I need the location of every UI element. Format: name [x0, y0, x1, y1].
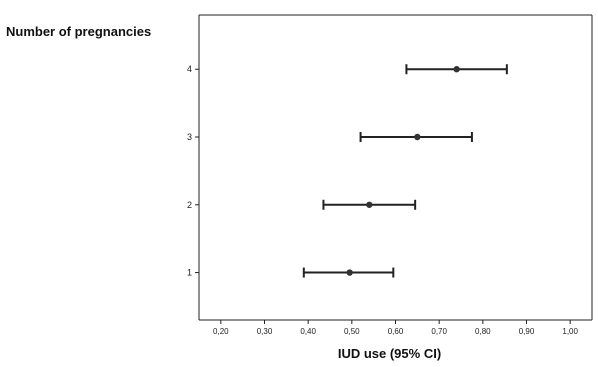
x-tick-label: 0,70 [431, 327, 447, 336]
x-tick-label: 0,40 [300, 327, 316, 336]
x-tick-label: 0,50 [344, 327, 360, 336]
x-axis-label: IUD use (95% CI) [338, 346, 441, 361]
x-tick-label: 1,00 [562, 327, 578, 336]
y-tick-label: 4 [187, 64, 192, 74]
error-bar-row [302, 267, 395, 278]
estimate-point [414, 133, 421, 141]
error-bar-row [405, 64, 508, 75]
estimate-point [453, 66, 460, 73]
x-tick-label: 0,90 [519, 327, 535, 336]
x-tick-label: 0,20 [213, 327, 229, 336]
x-tick-label: 0,30 [257, 327, 273, 336]
y-tick-label: 2 [187, 200, 192, 210]
x-tick-label: 0,80 [475, 327, 491, 336]
plot-area [198, 14, 593, 321]
y-tick-label: 1 [187, 268, 192, 278]
x-tick-label: 0,60 [388, 327, 404, 336]
y-tick-label: 3 [187, 132, 192, 142]
data-series [302, 64, 508, 278]
x-axis-ticks: 0,20 0,30 0,40 0,50 0,60 0,70 0,80 0,90 1,00 [213, 320, 578, 336]
y-axis-label: Number of pregnancies [6, 24, 151, 39]
estimate-point [366, 201, 373, 208]
error-bar-row [359, 132, 473, 142]
estimate-point [346, 269, 353, 276]
y-axis-ticks: 1 2 3 4 [187, 64, 199, 278]
error-bar-row [322, 199, 417, 210]
